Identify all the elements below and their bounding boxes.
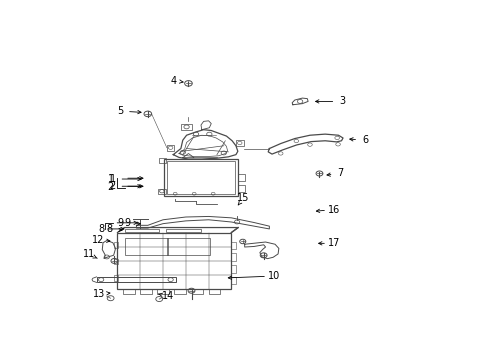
Bar xyxy=(238,174,245,181)
Text: 2: 2 xyxy=(107,183,114,192)
Bar xyxy=(236,140,245,146)
Bar xyxy=(114,259,118,264)
Text: 12: 12 xyxy=(92,235,105,245)
Bar xyxy=(174,288,186,293)
Bar xyxy=(167,238,210,255)
Bar xyxy=(124,229,159,231)
Bar xyxy=(231,276,236,284)
Text: 2: 2 xyxy=(109,181,116,191)
Bar xyxy=(192,288,203,293)
Bar xyxy=(157,288,169,293)
Bar xyxy=(231,242,236,249)
Bar xyxy=(181,124,192,130)
Text: 1: 1 xyxy=(109,174,116,184)
Text: 8: 8 xyxy=(98,224,104,234)
Bar xyxy=(159,158,166,163)
Text: 1: 1 xyxy=(108,174,114,184)
Text: 6: 6 xyxy=(362,135,368,145)
Bar xyxy=(114,242,118,248)
Bar xyxy=(97,277,176,283)
Bar xyxy=(158,189,166,194)
Text: 3: 3 xyxy=(339,96,345,107)
Text: 17: 17 xyxy=(328,238,340,248)
Bar xyxy=(123,288,135,293)
Text: 5: 5 xyxy=(117,106,123,116)
Bar xyxy=(164,159,238,197)
Text: 4: 4 xyxy=(170,76,176,86)
Text: 10: 10 xyxy=(268,271,280,281)
Bar xyxy=(231,265,236,273)
Text: 8: 8 xyxy=(107,225,113,234)
Text: 9: 9 xyxy=(117,218,123,228)
Text: 13: 13 xyxy=(93,289,105,299)
Text: 11: 11 xyxy=(83,249,95,260)
Bar xyxy=(118,233,231,289)
Bar xyxy=(209,288,220,293)
Text: 16: 16 xyxy=(328,204,340,215)
Bar xyxy=(140,288,151,293)
Text: 9: 9 xyxy=(124,219,131,228)
Bar xyxy=(167,161,235,194)
Text: 14: 14 xyxy=(162,291,174,301)
Text: 7: 7 xyxy=(337,168,343,179)
Bar xyxy=(231,253,236,261)
Text: 15: 15 xyxy=(237,193,250,203)
Bar xyxy=(125,238,169,255)
Bar xyxy=(238,185,245,192)
Bar xyxy=(114,275,118,281)
Bar xyxy=(167,229,200,231)
Bar xyxy=(167,145,174,151)
